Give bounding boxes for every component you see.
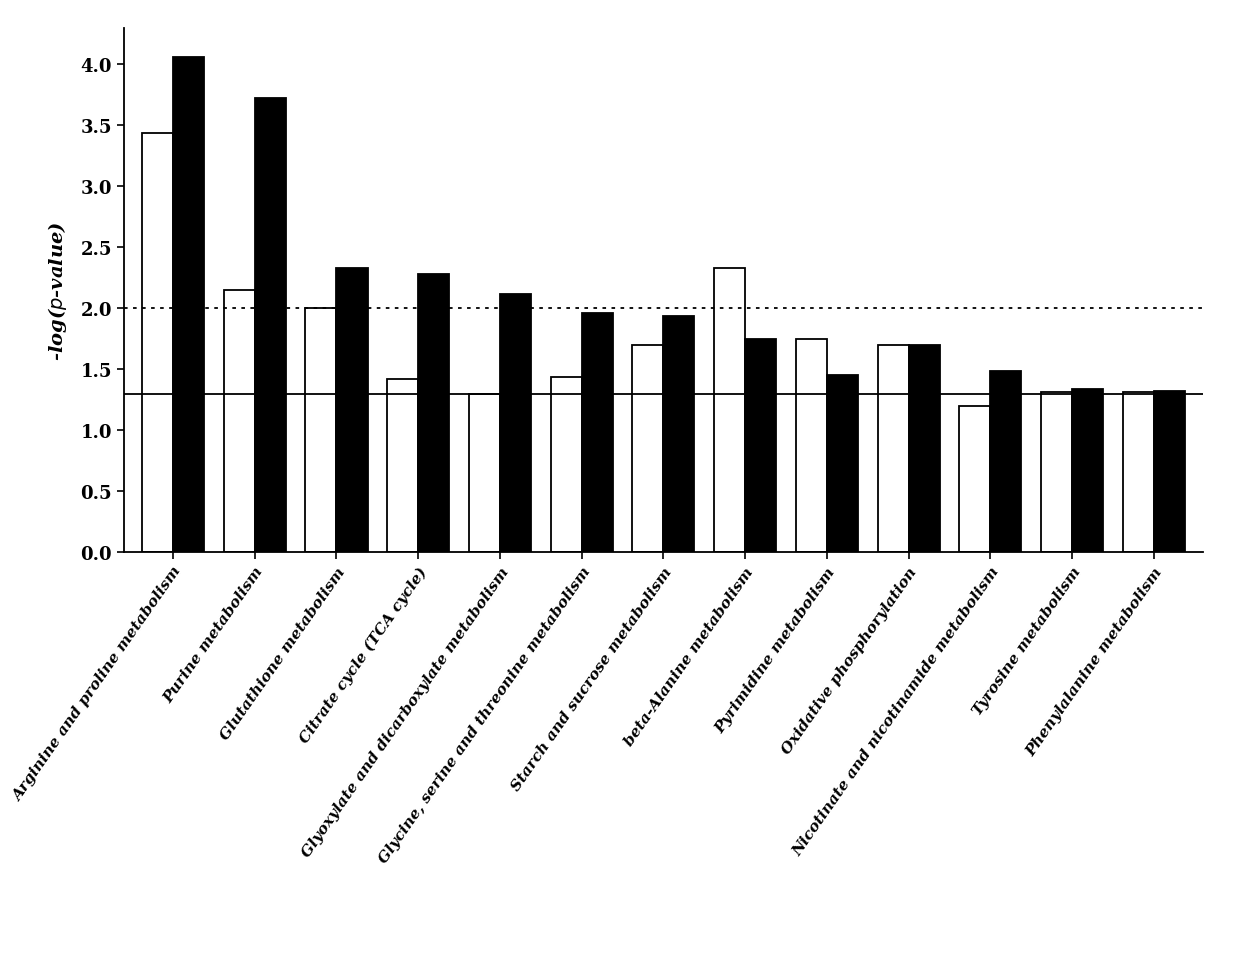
Bar [714,269,745,553]
Bar [663,316,694,553]
Bar [418,274,449,553]
Bar [1042,393,1073,553]
Bar [469,395,500,553]
Bar [745,339,776,553]
Bar [336,269,367,553]
Bar [141,133,174,553]
Bar [174,58,205,553]
Bar [1153,392,1185,553]
Bar [1122,393,1153,553]
Bar [582,314,613,553]
Bar [827,376,858,553]
Bar [991,371,1022,553]
Bar [500,294,531,553]
Bar [960,407,991,553]
Bar [305,309,336,553]
Bar [387,379,418,553]
Bar [1073,390,1104,553]
Bar [909,346,940,553]
Y-axis label: -log($p$-value): -log($p$-value) [46,221,69,360]
Bar [223,291,254,553]
Bar [796,339,827,553]
Bar [632,346,663,553]
Bar [551,377,582,553]
Bar [254,99,285,553]
Bar [878,346,909,553]
